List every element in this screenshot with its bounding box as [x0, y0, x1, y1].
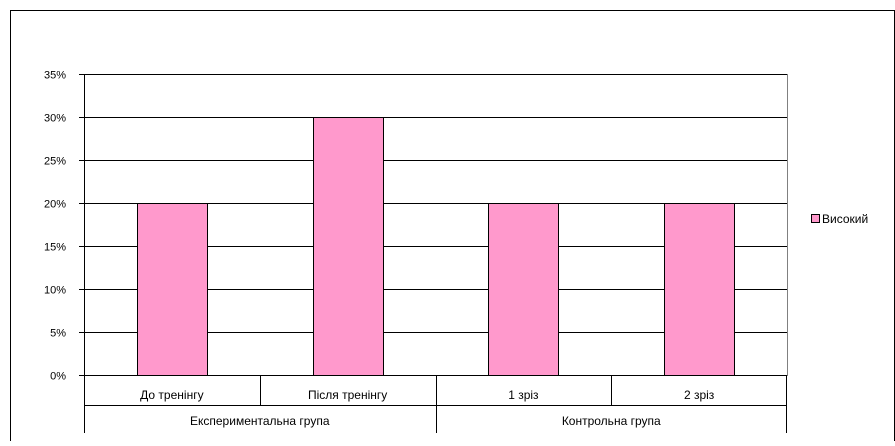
bar-1	[137, 203, 208, 376]
y-tick-label: 25%	[44, 156, 66, 168]
y-tick-label: 20%	[44, 199, 66, 211]
y-tick-label: 10%	[44, 285, 66, 297]
x-group-label: Контрольна група	[562, 414, 661, 428]
y-tick-label: 30%	[44, 113, 66, 125]
axis-layer: 0% 5% 10% 15% 20% 25% 30% 35% До тренінгу Після т…	[44, 70, 787, 433]
y-tick-label: 15%	[44, 242, 66, 254]
legend-label: Високий	[822, 212, 868, 226]
y-tick-label: 5%	[50, 328, 66, 340]
x-category-label: Після тренінгу	[308, 388, 387, 402]
legend: Високий	[811, 212, 868, 226]
y-tick-label: 35%	[44, 70, 66, 82]
bar-2	[313, 117, 384, 376]
x-category-label: До тренінгу	[140, 388, 203, 402]
x-category-label: 2 зріз	[684, 388, 715, 402]
bar-4	[664, 203, 735, 376]
legend-swatch	[811, 214, 820, 223]
x-category-label: 1 зріз	[508, 388, 539, 402]
bar-3	[488, 203, 559, 376]
bar-layer	[137, 117, 735, 376]
x-group-label: Експериментальна група	[190, 414, 330, 428]
y-tick-label: 0%	[50, 371, 66, 383]
